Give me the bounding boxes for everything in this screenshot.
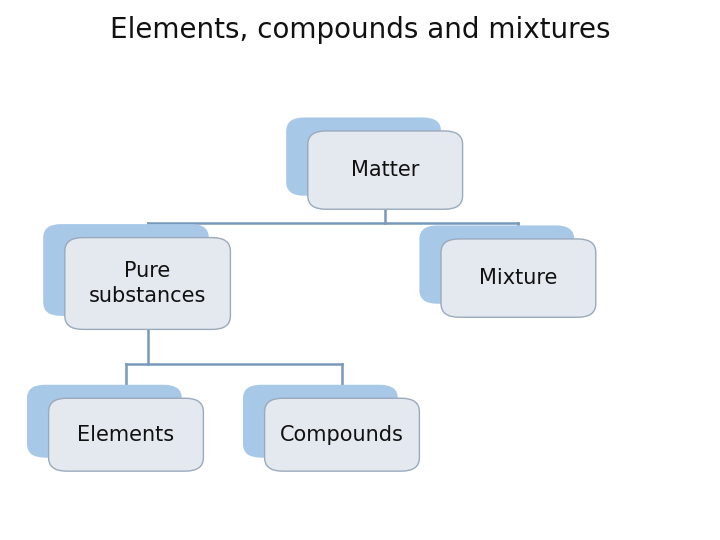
FancyBboxPatch shape bbox=[265, 399, 419, 471]
FancyBboxPatch shape bbox=[419, 226, 575, 303]
Text: Pure
substances: Pure substances bbox=[89, 261, 207, 306]
FancyBboxPatch shape bbox=[65, 238, 230, 329]
Text: Elements, compounds and mixtures: Elements, compounds and mixtures bbox=[109, 16, 611, 44]
Text: Elements: Elements bbox=[78, 424, 174, 445]
FancyBboxPatch shape bbox=[308, 131, 463, 209]
FancyBboxPatch shape bbox=[441, 239, 596, 317]
FancyBboxPatch shape bbox=[27, 384, 181, 458]
FancyBboxPatch shape bbox=[287, 117, 441, 195]
Text: Matter: Matter bbox=[351, 160, 419, 180]
FancyBboxPatch shape bbox=[243, 384, 397, 458]
Text: Mixture: Mixture bbox=[480, 268, 557, 288]
FancyBboxPatch shape bbox=[43, 224, 209, 316]
Text: Compounds: Compounds bbox=[280, 424, 404, 445]
FancyBboxPatch shape bbox=[48, 399, 203, 471]
